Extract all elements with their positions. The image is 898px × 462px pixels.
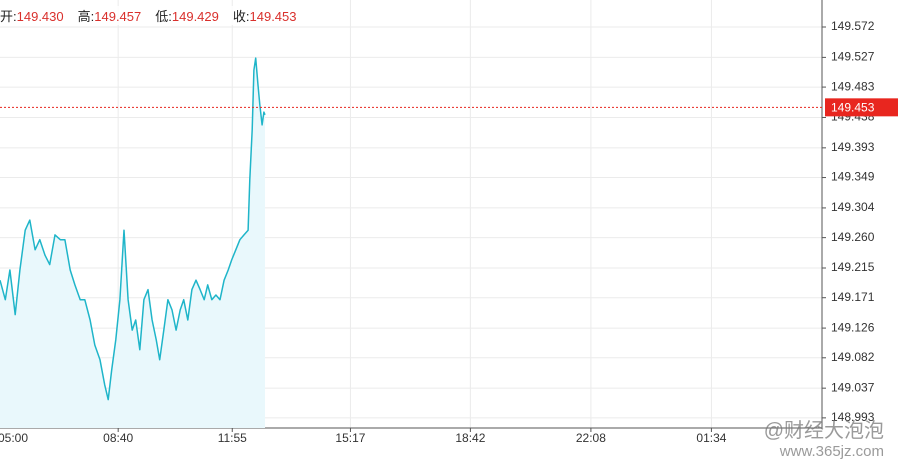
ohlc-label: 高: (77, 9, 95, 24)
watermark-text: @财经大泡泡 (763, 420, 884, 442)
ohlc-label: 开: (0, 9, 17, 24)
area (0, 58, 265, 428)
y-tick-label: 149.126 (831, 320, 875, 334)
x-tick-label: 05:00 (0, 431, 28, 445)
y-tick-label: 149.393 (831, 140, 875, 154)
ohlc-header: 开:149.430 高:149.457 低:149.429 收:149.453 (0, 6, 311, 25)
y-tick-label: 149.572 (831, 19, 875, 33)
last-price-label: 149.453 (831, 101, 875, 115)
x-tick-label: 15:17 (335, 431, 365, 445)
x-tick-label: 11:55 (218, 431, 247, 445)
y-tick-label: 149.082 (831, 350, 875, 364)
x-tick-label: 18:42 (455, 431, 485, 445)
ohlc-item: 高:149.457 (78, 6, 142, 25)
y-tick-label: 149.527 (831, 50, 875, 64)
ohlc-item: 低:149.429 (155, 6, 219, 25)
ohlc-label: 收: (232, 9, 250, 24)
y-tick-label: 149.349 (831, 170, 875, 184)
ohlc-label: 低: (155, 9, 172, 24)
ohlc-value: 149.429 (171, 9, 219, 24)
x-tick-label: 01:34 (696, 431, 726, 445)
x-tick-label: 22:08 (576, 431, 606, 445)
y-tick-label: 149.171 (831, 290, 875, 304)
watermark: @财经大泡泡 www.365jz.com (764, 414, 884, 460)
ohlc-value: 149.430 (16, 9, 64, 24)
y-tick-label: 149.483 (831, 79, 875, 93)
y-tick-label: 148.993 (831, 410, 875, 424)
ohlc-value: 149.457 (94, 9, 142, 24)
ohlc-item: 收:149.453 (233, 6, 297, 25)
y-tick-label: 149.215 (831, 260, 875, 274)
ohlc-value: 149.453 (249, 9, 297, 24)
y-tick-label: 149.037 (831, 380, 875, 394)
watermark-url: www.365jz.com (779, 443, 884, 460)
last-price-box (825, 98, 898, 117)
x-tick-label: 08:40 (103, 431, 133, 445)
y-tick-label: 149.260 (831, 230, 875, 244)
ohlc-item: 开:149.430 (0, 6, 64, 25)
y-tick-label: 149.304 (831, 200, 875, 214)
price-line (0, 57, 266, 401)
